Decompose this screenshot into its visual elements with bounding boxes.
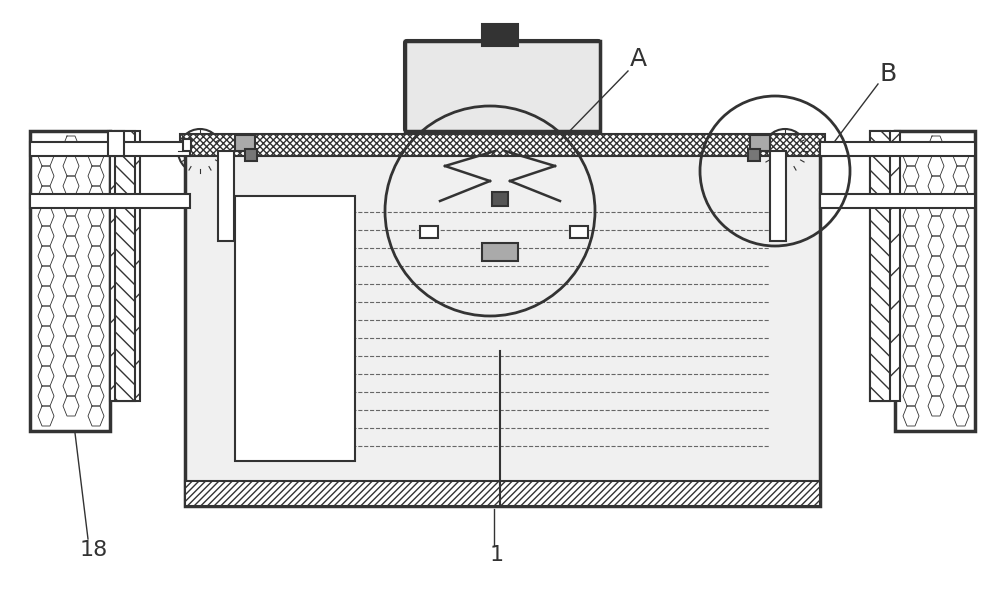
Bar [235, 196, 355, 461]
Text: B: B [880, 62, 897, 86]
Text: 1: 1 [490, 545, 504, 565]
Bar [110, 131, 140, 401]
Bar [235, 135, 255, 151]
Bar [895, 131, 975, 431]
Bar [750, 135, 770, 151]
Text: 18: 18 [80, 540, 108, 560]
Bar [482, 243, 518, 261]
Bar [820, 142, 975, 156]
Bar [108, 131, 124, 156]
Bar [420, 226, 438, 238]
FancyBboxPatch shape [471, 76, 489, 118]
Bar [748, 149, 760, 161]
Bar [482, 24, 518, 46]
FancyBboxPatch shape [404, 40, 601, 132]
Bar [183, 139, 191, 151]
Bar [185, 481, 820, 506]
Bar [870, 131, 890, 401]
FancyBboxPatch shape [421, 76, 439, 118]
Bar [245, 149, 257, 161]
Bar [185, 146, 820, 506]
FancyBboxPatch shape [446, 76, 464, 118]
FancyBboxPatch shape [521, 76, 539, 118]
Bar [180, 134, 825, 156]
Bar [30, 194, 190, 208]
Bar [30, 142, 190, 156]
Bar [870, 131, 900, 401]
Bar [820, 194, 975, 208]
Bar [405, 41, 600, 131]
FancyBboxPatch shape [546, 76, 564, 118]
Bar [570, 226, 588, 238]
Bar [492, 192, 508, 206]
FancyBboxPatch shape [571, 76, 589, 118]
FancyBboxPatch shape [496, 76, 514, 118]
Bar [770, 151, 786, 241]
Bar [30, 131, 110, 431]
Text: A: A [630, 47, 647, 71]
Bar [218, 151, 234, 241]
Bar [115, 131, 135, 401]
